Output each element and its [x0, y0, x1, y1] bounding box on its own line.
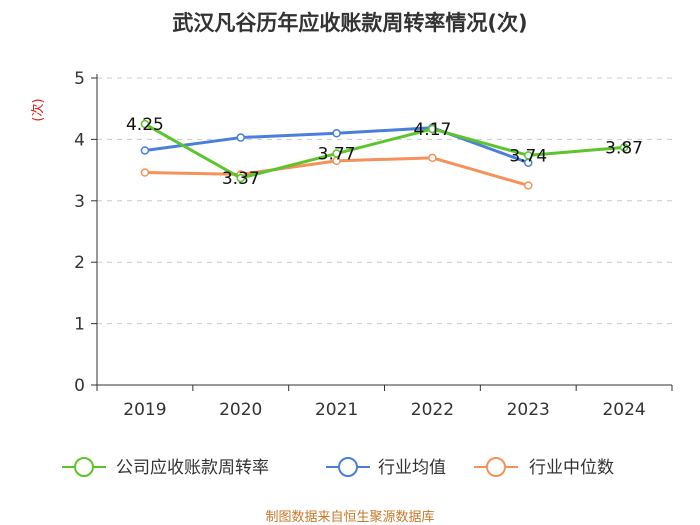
- data-label: 4.25: [126, 115, 164, 135]
- source-note: 制图数据来自恒生聚源数据库: [265, 509, 434, 525]
- x-tick-label: 2021: [315, 400, 358, 420]
- y-tick-label: 1: [74, 315, 85, 335]
- x-tick-label: 2020: [219, 400, 262, 420]
- data-point[interactable]: [524, 151, 533, 160]
- y-tick-label: 2: [74, 253, 85, 273]
- x-tick-label: 2019: [123, 400, 166, 420]
- gridlines: [97, 77, 672, 325]
- data-point[interactable]: [236, 173, 245, 183]
- data-point[interactable]: [428, 153, 437, 163]
- data-label: 3.77: [318, 145, 356, 165]
- data-label: 4.17: [413, 120, 451, 140]
- data-point[interactable]: [332, 149, 341, 158]
- y-tick-label: 5: [74, 69, 85, 89]
- data-point[interactable]: [140, 168, 150, 177]
- legend-swatch-marker: [486, 457, 506, 477]
- x-tick-label: 2023: [507, 400, 550, 420]
- y-tick-label: 4: [74, 130, 85, 150]
- data-label: 3.37: [222, 169, 260, 189]
- legend-swatch-marker: [74, 457, 94, 477]
- data-point[interactable]: [428, 124, 437, 134]
- y-tick-label: 3: [74, 192, 85, 212]
- data-label: 3.74: [509, 146, 547, 166]
- y-axis-label: (次): [30, 98, 46, 121]
- legend-swatch-marker: [338, 457, 358, 477]
- series-layer: [140, 119, 629, 190]
- series-line-0: [144, 122, 625, 180]
- data-point[interactable]: [140, 146, 150, 155]
- data-labels: 4.25 3.37 3.77 4.17 3.74 3.87: [126, 115, 643, 189]
- data-label: 3.87: [605, 138, 643, 158]
- data-point[interactable]: [332, 129, 341, 138]
- data-point[interactable]: [140, 119, 150, 129]
- chart-title: 武汉凡谷历年应收账款周转率情况(次): [172, 11, 527, 35]
- data-point[interactable]: [619, 143, 629, 152]
- legend-label[interactable]: 行业均值: [378, 458, 446, 478]
- legend-label[interactable]: 行业中位数: [529, 458, 614, 478]
- data-point[interactable]: [524, 181, 533, 190]
- legend-label[interactable]: 公司应收账款周转率: [116, 458, 269, 478]
- legend: 公司应收账款周转率 行业均值 行业中位数: [62, 457, 614, 478]
- x-tick-label: 2024: [602, 400, 645, 420]
- y-tick-label: 0: [74, 376, 85, 396]
- x-tick-label: 2022: [411, 400, 454, 420]
- data-point[interactable]: [236, 133, 245, 142]
- axes: 0 1 2 3 4 5 2019 2020 2021 2022 2023 2024: [74, 69, 673, 420]
